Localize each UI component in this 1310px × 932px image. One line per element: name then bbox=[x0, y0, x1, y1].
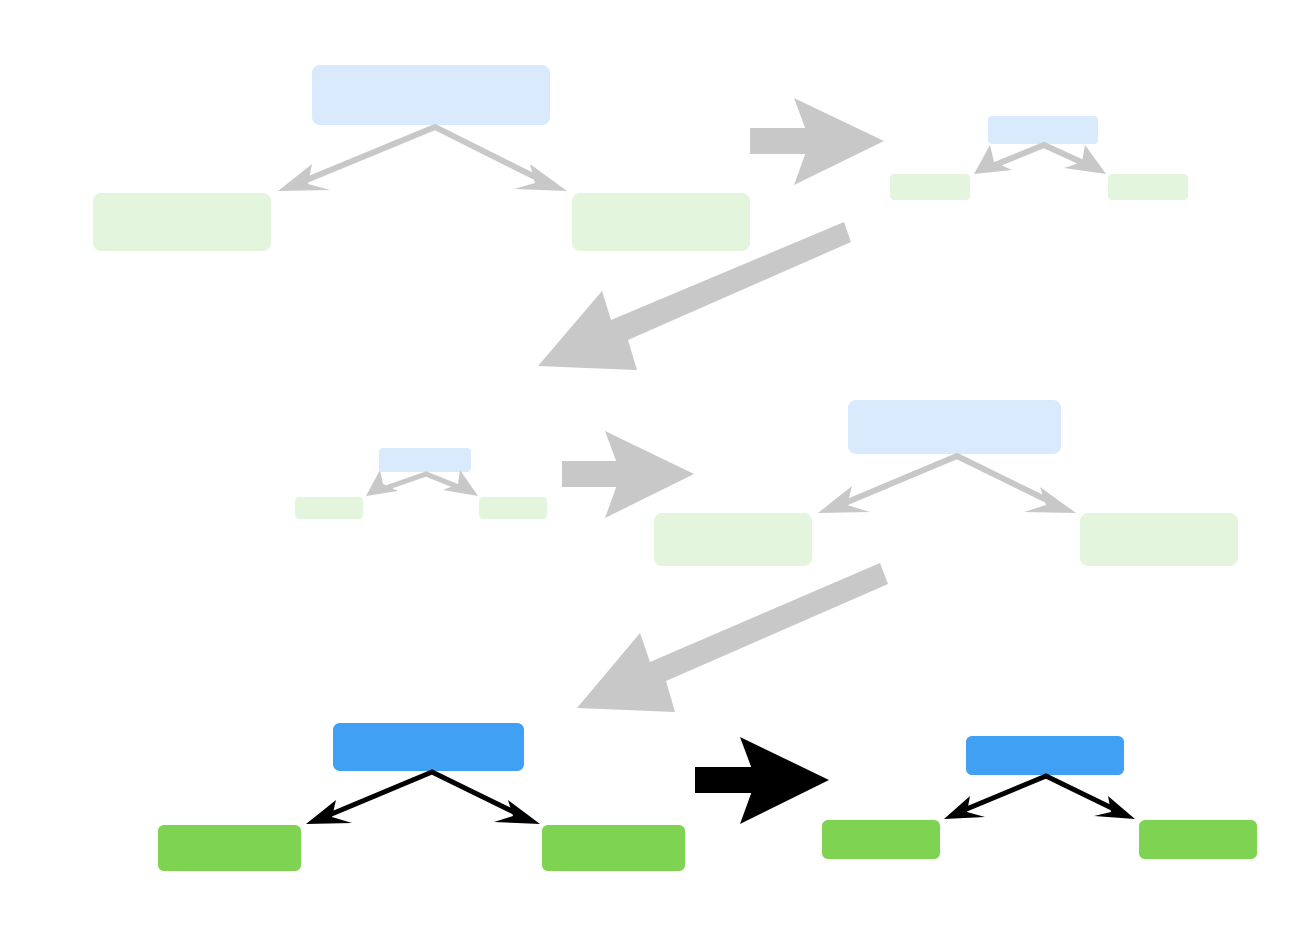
stage-6-tree bbox=[822, 736, 1257, 859]
transition-arrow-1-to-2-icon bbox=[750, 98, 884, 185]
stage-5-tree bbox=[158, 723, 685, 871]
transition-arrow-4-to-5-icon bbox=[577, 563, 888, 712]
stage-1-right-child-node bbox=[572, 193, 750, 251]
stage-2-left-child-node bbox=[890, 174, 970, 200]
stage-3-left-child-node bbox=[295, 497, 363, 519]
stage-2-split-arrow-icon bbox=[974, 142, 1106, 174]
stage-1-left-child-node bbox=[93, 193, 271, 251]
stage-6-right-child-node bbox=[1139, 820, 1257, 859]
stage-2-parent-node bbox=[988, 116, 1098, 144]
stage-5-split-arrow-icon bbox=[306, 769, 540, 824]
stage-4-left-child-node bbox=[654, 513, 812, 566]
transition-arrow-5-to-6-icon bbox=[695, 737, 829, 824]
stage-5-parent-node bbox=[333, 723, 524, 771]
stage-2-right-child-node bbox=[1108, 174, 1188, 200]
stage-3-parent-node bbox=[379, 448, 471, 472]
stage-6-left-child-node bbox=[822, 820, 940, 859]
stage-2-tree bbox=[890, 116, 1188, 200]
transition-arrow-2-to-3-icon bbox=[538, 222, 851, 370]
stage-3-right-child-node bbox=[479, 497, 547, 519]
stage-3-split-arrow-icon bbox=[366, 470, 478, 496]
stage-6-parent-node bbox=[966, 736, 1124, 775]
stage-5-left-child-node bbox=[158, 825, 301, 871]
stage-6-split-arrow-icon bbox=[944, 773, 1135, 819]
stage-4-parent-node bbox=[848, 400, 1061, 454]
stage-4-tree bbox=[654, 400, 1238, 566]
stage-3-tree bbox=[295, 448, 547, 519]
stage-4-split-arrow-icon bbox=[818, 453, 1076, 513]
stage-4-right-child-node bbox=[1080, 513, 1238, 566]
stage-1-parent-node bbox=[312, 65, 550, 125]
stage-1-split-arrow-icon bbox=[278, 124, 567, 191]
transition-arrow-3-to-4-icon bbox=[562, 431, 694, 518]
stage-5-right-child-node bbox=[542, 825, 685, 871]
stage-1-tree bbox=[93, 65, 750, 251]
